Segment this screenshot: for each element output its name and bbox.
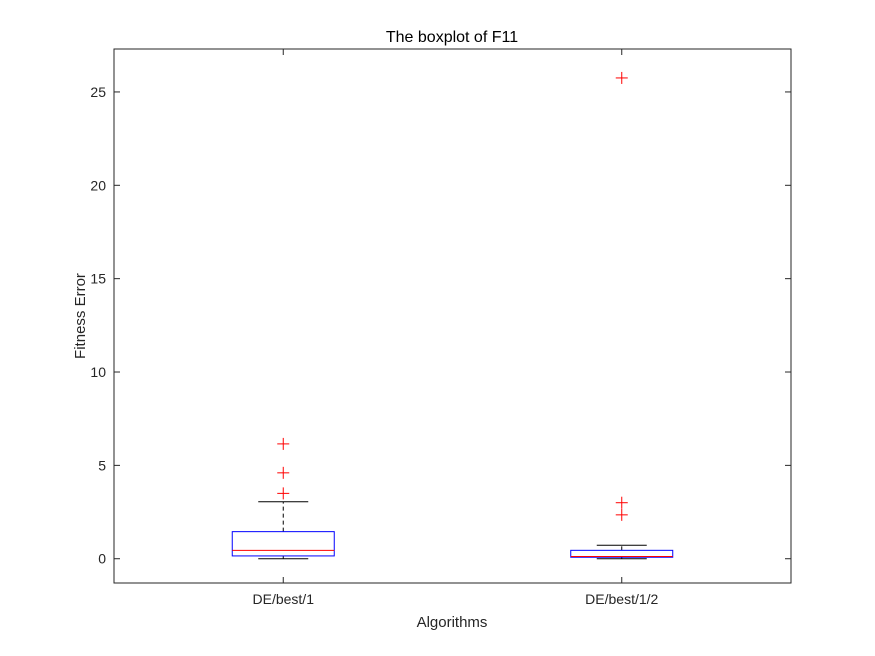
boxes-layer (231, 71, 674, 560)
x-axis-label: Algorithms (417, 614, 488, 631)
outlier-marker (277, 437, 290, 450)
y-tick-label: 25 (90, 84, 106, 100)
box-group (570, 71, 674, 560)
x-tick-label: DE/best/1/2 (585, 591, 658, 607)
y-tick-label: 15 (90, 271, 106, 287)
outlier-marker (615, 508, 628, 521)
chart-title: The boxplot of F11 (386, 29, 518, 46)
box-iqr (231, 531, 335, 557)
x-tick-label: DE/best/1 (253, 591, 315, 607)
y-axis: 0 5 10 15 20 25 (90, 84, 791, 567)
x-axis: DE/best/1 DE/best/1/2 (253, 49, 659, 607)
y-tick-label: 5 (98, 457, 106, 473)
y-tick-label: 20 (90, 177, 106, 193)
outlier-marker (615, 71, 628, 84)
box-iqr (570, 549, 674, 558)
outlier-marker (277, 487, 290, 500)
y-tick-label: 0 (98, 551, 106, 567)
y-tick-label: 10 (90, 364, 106, 380)
outlier-marker (277, 466, 290, 479)
plot-area-frame (113, 48, 792, 584)
y-axis-label: Fitness Error (72, 273, 89, 359)
box-group (231, 437, 335, 560)
outlier-marker (615, 496, 628, 509)
